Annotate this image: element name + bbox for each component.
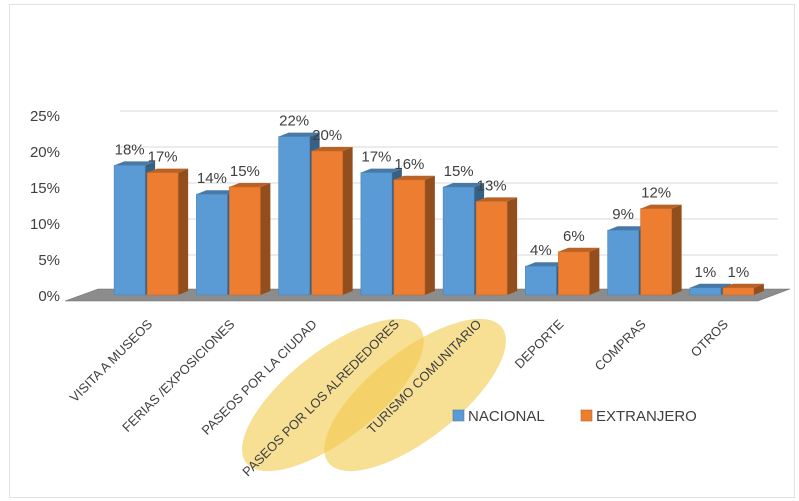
data-label: 6% xyxy=(563,228,585,245)
y-tick-label: 10% xyxy=(30,216,60,233)
bar-side-extranjero xyxy=(753,283,764,295)
x-tick-label: VISITA A MUSEOS xyxy=(67,316,156,405)
bar-nacional xyxy=(689,287,722,296)
legend-swatch-nacional xyxy=(452,409,465,422)
data-label: 9% xyxy=(612,206,634,223)
bar-top-extranjero xyxy=(558,247,600,252)
bar-nacional xyxy=(113,165,146,296)
bar-side-extranjero xyxy=(507,197,518,295)
data-label: 14% xyxy=(197,170,227,187)
legend-swatch-extranjero xyxy=(580,409,593,422)
data-label: 16% xyxy=(394,156,424,173)
bar-nacional xyxy=(278,136,310,296)
bar-extranjero xyxy=(146,172,179,296)
bar-top-nacional xyxy=(114,161,156,166)
data-label: 1% xyxy=(695,264,717,281)
data-label: 17% xyxy=(148,149,178,166)
y-tick-label: 0% xyxy=(38,288,60,305)
bar-side-extranjero xyxy=(671,204,682,295)
chart-frame xyxy=(9,4,795,498)
data-label: 1% xyxy=(728,264,750,281)
data-label: 15% xyxy=(444,163,474,180)
bar-extranjero xyxy=(393,179,426,296)
bar-top-nacional xyxy=(607,226,649,231)
bar-side-extranjero xyxy=(424,175,435,295)
bar-top-extranjero xyxy=(393,175,435,180)
bar-side-extranjero xyxy=(178,168,189,295)
x-tick-label: DEPORTE xyxy=(512,316,567,371)
bar-extranjero xyxy=(311,150,343,296)
bar-side-extranjero xyxy=(342,147,353,295)
data-label: 22% xyxy=(279,113,309,130)
legend-label-nacional: NACIONAL xyxy=(468,408,545,425)
bar-nacional xyxy=(607,229,639,296)
bar-top-nacional xyxy=(525,262,567,267)
y-tick-label: 20% xyxy=(30,144,60,161)
data-label: 4% xyxy=(530,242,552,259)
bar-extranjero xyxy=(640,208,672,296)
y-tick-label: 15% xyxy=(30,180,60,197)
data-label: 17% xyxy=(361,149,391,166)
y-tick-label: 25% xyxy=(30,108,60,125)
bar-top-nacional xyxy=(278,132,320,137)
data-label: 18% xyxy=(115,141,145,158)
bar-nacional xyxy=(442,186,475,296)
x-tick-label: OTROS xyxy=(688,316,732,360)
bar-top-nacional xyxy=(360,168,402,173)
y-tick-label: 5% xyxy=(38,252,60,269)
bar-top-nacional xyxy=(689,283,731,288)
bar-side-extranjero xyxy=(260,183,271,295)
highlight-ellipse xyxy=(324,318,506,472)
bar-extranjero xyxy=(475,201,508,296)
bar-nacional xyxy=(360,172,393,296)
bar-top-nacional xyxy=(196,190,238,195)
legend-label-extranjero: EXTRANJERO xyxy=(596,408,697,425)
bar-extranjero xyxy=(558,251,590,296)
data-label: 15% xyxy=(230,163,260,180)
bar-top-extranjero xyxy=(311,147,353,151)
bar-top-nacional xyxy=(443,183,485,187)
bar-top-extranjero xyxy=(476,197,518,202)
bar-nacional xyxy=(525,265,557,296)
bar-top-extranjero xyxy=(147,168,189,173)
x-tick-label: COMPRAS xyxy=(592,316,649,373)
bar-top-extranjero xyxy=(722,283,764,288)
bar-side-extranjero xyxy=(589,247,600,295)
bar-top-extranjero xyxy=(229,183,271,187)
data-label: 12% xyxy=(641,185,671,202)
data-label: 20% xyxy=(312,127,342,144)
bar-nacional xyxy=(196,193,228,296)
bar-extranjero xyxy=(229,186,261,296)
bar-extranjero xyxy=(722,287,755,296)
highlight-ellipse xyxy=(242,318,424,472)
data-label: 13% xyxy=(477,177,507,194)
bar-top-extranjero xyxy=(640,204,682,209)
